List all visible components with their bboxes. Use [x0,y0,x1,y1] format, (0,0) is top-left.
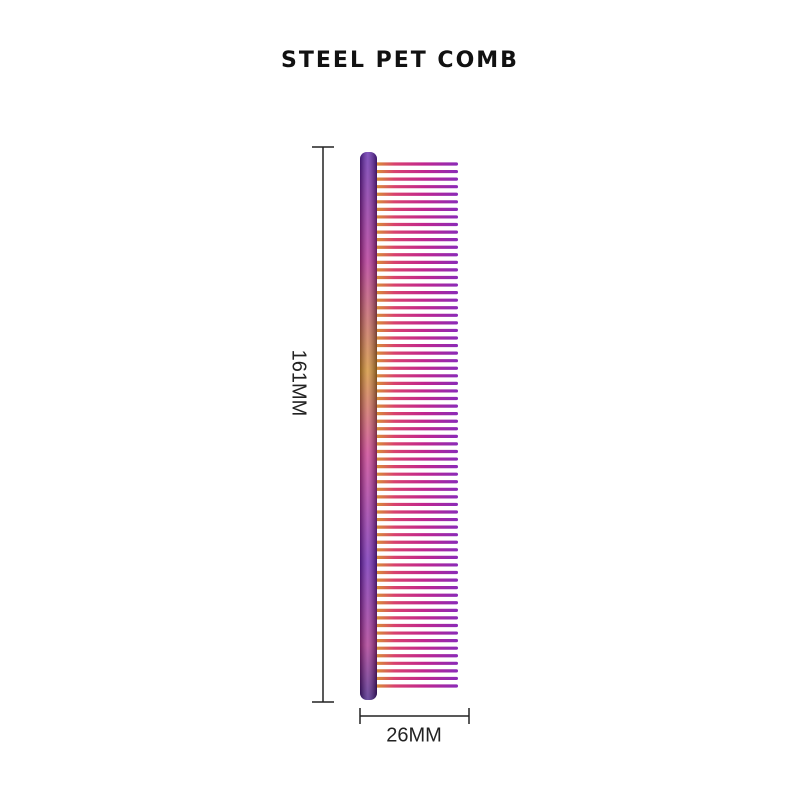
comb-tooth [374,230,458,234]
comb-tooth [374,396,458,401]
comb-tooth [374,684,458,688]
comb-tooth [374,260,458,264]
comb-tooth [374,480,458,484]
comb-tooth [374,275,458,280]
comb-tooth [374,306,458,310]
comb-tooth [374,586,458,590]
comb-tooth [374,192,458,196]
comb-tooth [374,434,458,438]
comb-tooth [374,502,458,507]
comb-tooth [374,283,458,287]
comb-tooth [374,215,458,219]
comb-tooth [374,457,458,461]
comb-tooth [374,525,458,529]
comb-tooth [374,412,458,416]
comb-tooth [374,472,458,476]
product-title: STEEL PET COMB [281,48,519,73]
comb-tooth [374,616,458,620]
comb-tooth [374,601,458,605]
comb-tooth [374,646,458,650]
comb-tooth [374,389,458,393]
comb-tooth [374,442,458,446]
comb-tooth [374,359,458,363]
comb-tooth [374,555,458,559]
comb-tooth [374,336,458,340]
comb-tooth [374,563,458,567]
comb-tooth [374,623,458,628]
comb-tooth [374,639,458,643]
comb-tooth [374,200,458,204]
comb-tooth [374,321,458,325]
comb-spine [360,152,377,700]
comb-tooth [374,449,458,454]
comb-tooth [374,661,458,665]
comb-tooth [374,169,458,174]
comb-tooth [374,570,458,575]
comb-tooth [374,268,458,272]
width-dimension-line [359,708,470,724]
comb-tooth [374,253,458,257]
comb-tooth [374,328,458,333]
comb-tooth [374,238,458,242]
comb-tooth [374,343,458,348]
comb-tooth [374,510,458,514]
comb-tooth [374,298,458,302]
comb-tooth [374,366,458,370]
comb-tooth [374,608,458,612]
comb-tooth [374,185,458,189]
comb-tooth [374,313,458,317]
comb-tooth [374,495,458,499]
height-dimension-label: 161MM [287,349,310,417]
comb-teeth [374,162,458,688]
comb-tooth [374,177,458,181]
comb-tooth [374,245,458,249]
comb-tooth [374,540,458,544]
comb-tooth [374,517,458,522]
height-dimension-line [312,146,334,703]
comb-tooth [374,676,458,681]
comb-tooth [374,381,458,385]
comb-tooth [374,404,458,408]
comb-tooth [374,222,458,227]
comb-tooth [374,669,458,673]
comb-tooth [374,533,458,537]
comb-tooth [374,548,458,552]
comb-tooth [374,631,458,635]
comb-tooth [374,578,458,582]
comb-tooth [374,427,458,431]
comb-tooth [374,162,458,166]
comb-tooth [374,291,458,295]
comb-tooth [374,207,458,211]
comb-tooth [374,593,458,597]
comb-tooth [374,465,458,469]
comb-tooth [374,654,458,658]
comb-tooth [374,374,458,378]
comb-tooth [374,351,458,355]
comb-tooth [374,487,458,491]
width-dimension-label: 26MM [386,724,442,747]
comb-tooth [374,419,458,423]
